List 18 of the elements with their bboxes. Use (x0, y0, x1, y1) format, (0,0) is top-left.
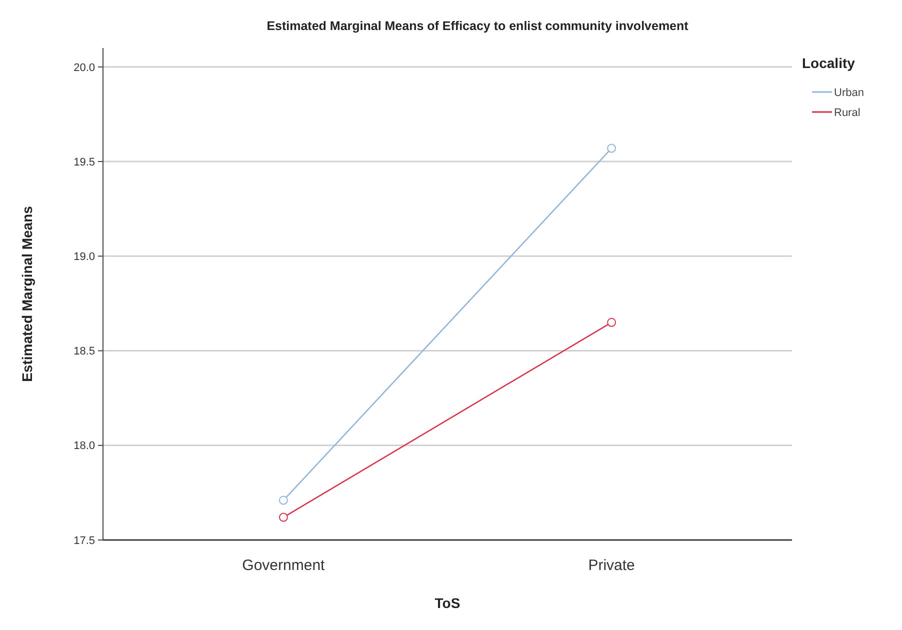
y-tick-label: 18.5 (74, 346, 95, 358)
x-tick-label: Government (242, 557, 326, 574)
y-tick-label: 19.5 (74, 156, 95, 168)
chart-title: Estimated Marginal Means of Efficacy to enlist community involvement (266, 19, 690, 33)
y-axis-title: Estimated Marginal Means (19, 206, 35, 382)
y-tick-label: 17.5 (74, 534, 95, 547)
legend-label: Urban (834, 86, 864, 99)
y-tick-label: 18.0 (74, 440, 95, 452)
point (278, 512, 288, 522)
y-tick-label: 19.0 (74, 251, 95, 264)
legend-title: Locality (802, 55, 856, 71)
x-tick-label: Private (588, 557, 635, 574)
point (607, 318, 616, 327)
point (607, 144, 616, 153)
point (278, 496, 288, 505)
y-tick-label: 20.0 (74, 62, 95, 74)
legend-label: Rural (834, 106, 860, 119)
x-axis-title: ToS (434, 595, 460, 611)
